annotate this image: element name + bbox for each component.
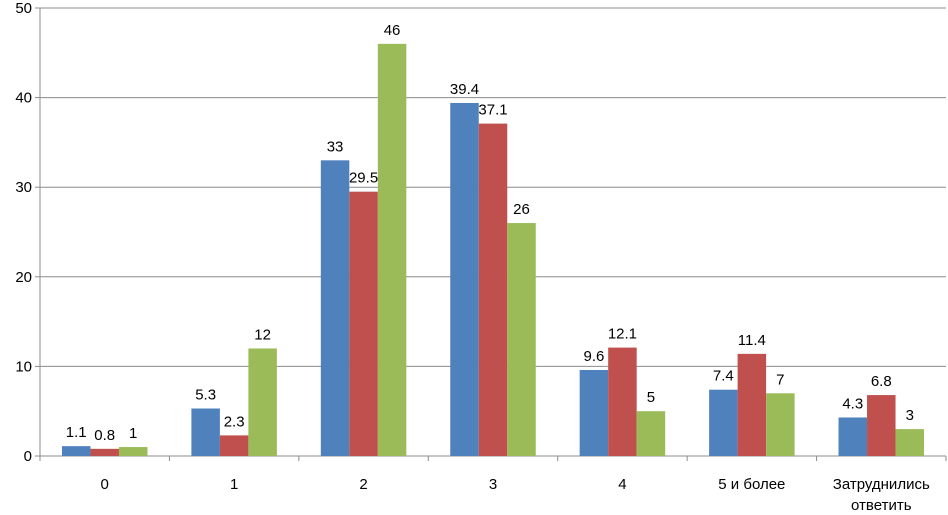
y-tick-label: 30: [15, 179, 32, 196]
data-labels: 1.1 0.8 1 5.3 2.3 12 33 29.5 46 39.4 37.1 26 9.612.1…: [66, 22, 914, 444]
data-label: 11.4: [738, 332, 766, 349]
category-label: ответить: [851, 497, 912, 514]
category-labels: 0 1 2 3 4 5 и более Затруднились ответить: [101, 476, 930, 514]
category-label: 3: [489, 476, 497, 493]
data-label: 29.5: [349, 170, 378, 187]
data-label: 37.1: [478, 102, 507, 119]
data-label: 5.3: [195, 387, 216, 404]
data-label: 39.4: [450, 81, 479, 98]
bar: [867, 395, 896, 456]
bar: [118, 447, 148, 456]
bar: [838, 417, 868, 456]
data-label: 2.3: [224, 413, 245, 430]
category-label: 1: [230, 476, 238, 493]
data-label: 1: [129, 425, 137, 442]
bar: [450, 102, 479, 456]
data-label: 3: [906, 407, 914, 424]
data-label: 46: [384, 22, 401, 39]
category-label: 5 и более: [718, 476, 785, 493]
bar: [61, 446, 91, 456]
bar: [191, 408, 220, 456]
data-label: 7.4: [713, 368, 734, 385]
y-tick-labels: 0 10 20 30 40 50: [15, 0, 32, 465]
bar: [90, 448, 119, 456]
bar: [766, 393, 795, 456]
y-tick-label: 40: [15, 90, 32, 107]
data-label: 5: [647, 389, 655, 406]
y-tick-label: 0: [24, 448, 32, 465]
bar: [579, 369, 609, 456]
bar: [636, 411, 666, 456]
bar: [377, 43, 407, 457]
y-tick-label: 10: [15, 358, 32, 375]
y-tick-label: 20: [15, 269, 32, 286]
data-label: 4.3: [842, 395, 863, 412]
data-label: 12: [254, 326, 271, 343]
y-tick-label: 50: [15, 0, 32, 17]
category-label: 2: [359, 476, 367, 493]
data-label: 9.6: [583, 348, 604, 365]
bar: [478, 123, 508, 457]
bar: [320, 160, 350, 456]
bar: [349, 191, 378, 456]
data-label: 26: [513, 201, 530, 218]
category-label: 0: [101, 476, 109, 493]
bar: [737, 353, 767, 456]
data-label: 6.8: [871, 373, 892, 390]
bar: [248, 348, 277, 456]
data-label: 1.1: [66, 424, 87, 441]
bar: [507, 223, 536, 456]
bar: [895, 429, 925, 456]
bar: [608, 347, 637, 456]
data-label: 0.8: [94, 427, 115, 444]
category-label: 4: [618, 476, 626, 493]
bars: [61, 43, 925, 457]
data-label: 7: [776, 371, 784, 388]
category-label: Затруднились: [833, 476, 930, 493]
data-label: 33: [327, 138, 344, 155]
data-label: 12.1: [608, 326, 637, 343]
bar: [709, 389, 738, 456]
bar: [219, 435, 249, 456]
